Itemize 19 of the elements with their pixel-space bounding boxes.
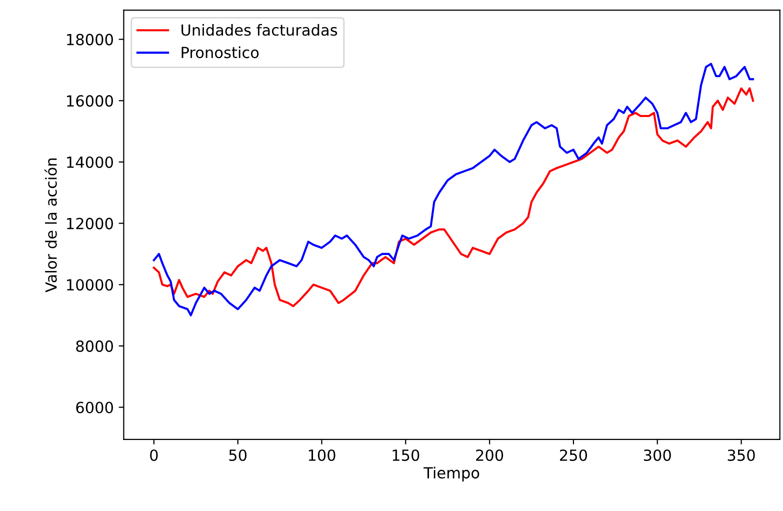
x-tick-label: 250: [560, 449, 588, 462]
y-tick-label: 18000: [67, 34, 113, 46]
y-tick-label: 6000: [76, 402, 113, 414]
y-tick-label: 16000: [67, 95, 113, 107]
y-axis-title: Valor de la acción: [44, 158, 57, 292]
legend-label: Unidades facturadas: [182, 24, 338, 36]
x-tick-label: 100: [308, 449, 336, 462]
y-tick-label: 8000: [76, 340, 113, 352]
x-tick-label: 300: [644, 449, 671, 462]
x-tick-label: 350: [728, 449, 755, 462]
x-tick-label: 50: [229, 449, 247, 462]
x-tick-label: 0: [150, 449, 158, 462]
legend-label: Pronostico: [182, 46, 259, 58]
y-tick-label: 10000: [67, 279, 113, 291]
x-tick-label: 200: [476, 449, 504, 462]
y-tick-label: 12000: [67, 218, 113, 230]
x-tick-label: 150: [392, 449, 420, 462]
x-axis-title: Tiempo: [424, 466, 480, 482]
y-tick-label: 14000: [67, 156, 113, 168]
